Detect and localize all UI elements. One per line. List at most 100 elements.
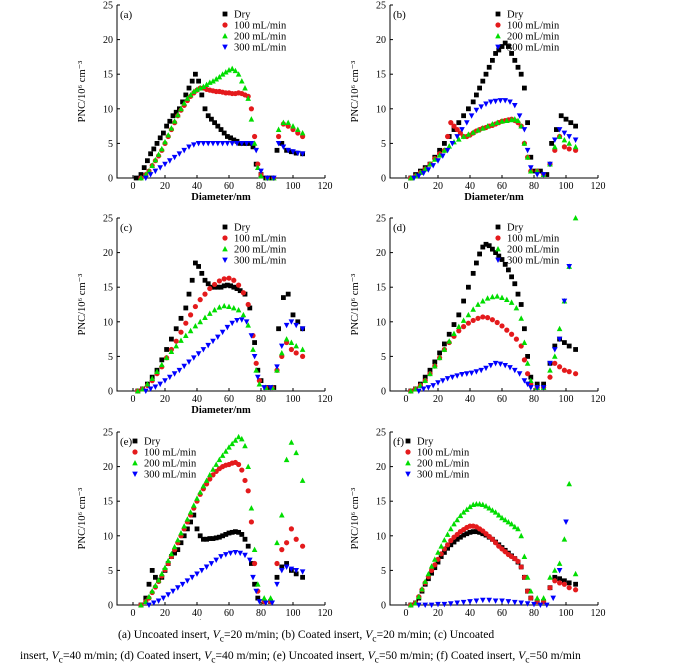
data-point	[513, 304, 520, 311]
data-point	[279, 564, 285, 570]
data-point	[480, 78, 486, 84]
data-point	[473, 598, 480, 604]
legend-entry: Dry	[234, 10, 251, 21]
data-point	[430, 163, 436, 169]
data-point	[284, 540, 290, 546]
data-point	[202, 277, 208, 283]
legend-marker	[405, 449, 411, 455]
data-point	[228, 135, 233, 141]
data-point	[240, 290, 246, 296]
data-point	[167, 158, 173, 164]
data-point	[448, 601, 454, 607]
data-point	[274, 574, 280, 580]
axes-frame	[389, 5, 598, 179]
data-point	[490, 57, 495, 63]
data-point	[486, 597, 492, 604]
legend-marker	[495, 22, 501, 28]
legend-entry: Dry	[234, 223, 251, 234]
data-point	[494, 119, 500, 126]
x-tick-label: 0	[404, 394, 409, 405]
data-point	[516, 371, 523, 377]
data-point	[212, 120, 217, 126]
data-point	[293, 150, 299, 156]
data-point	[217, 534, 222, 540]
data-point	[213, 535, 219, 541]
data-point	[518, 600, 524, 606]
data-point	[499, 514, 505, 521]
data-point	[202, 314, 208, 321]
data-point	[234, 318, 240, 324]
y-tick-label: 25	[103, 214, 113, 225]
data-point	[225, 134, 230, 139]
data-point	[573, 347, 578, 352]
data-point	[464, 120, 470, 126]
data-point	[232, 550, 239, 556]
data-point	[176, 367, 183, 374]
data-point	[518, 315, 524, 321]
data-point	[245, 95, 251, 101]
y-tick-label: 25	[103, 1, 113, 12]
data-point	[169, 336, 174, 342]
data-point	[215, 123, 221, 129]
y-tick-label: 15	[376, 70, 386, 81]
data-point	[143, 598, 149, 604]
data-point	[171, 154, 178, 161]
caption-segment: V	[51, 649, 59, 663]
x-tick-label: 0	[131, 181, 136, 192]
data-point	[427, 367, 433, 373]
y-axis-label: PNC/10⁶ cm⁻³	[350, 488, 361, 550]
legend-marker	[132, 438, 138, 444]
data-point	[496, 47, 502, 53]
data-point	[138, 172, 144, 177]
data-point	[561, 536, 568, 542]
data-point	[457, 512, 464, 519]
data-point	[218, 127, 224, 132]
data-point	[248, 116, 255, 122]
data-point	[255, 374, 261, 381]
data-point	[480, 501, 486, 508]
data-point	[261, 595, 267, 601]
data-point	[470, 270, 476, 276]
legend-entry: 100 mL/min	[417, 448, 470, 459]
x-tick-label: 120	[591, 608, 606, 619]
data-point	[547, 161, 553, 168]
x-tick-label: 60	[224, 608, 234, 619]
legend-marker	[222, 235, 228, 241]
data-point	[509, 331, 515, 337]
data-point	[476, 500, 483, 507]
data-point	[280, 144, 287, 150]
x-tick-label: 20	[433, 181, 443, 192]
caption-segment: c	[219, 633, 225, 645]
data-point	[449, 374, 456, 381]
data-point	[451, 123, 457, 129]
data-point	[420, 386, 427, 392]
data-point	[212, 281, 218, 288]
data-point	[504, 117, 510, 123]
data-point	[456, 136, 462, 142]
data-point	[133, 175, 139, 181]
data-point	[521, 127, 528, 133]
data-point	[442, 141, 447, 146]
data-point	[556, 336, 563, 343]
data-point	[191, 142, 197, 148]
data-point	[264, 175, 271, 181]
data-point	[432, 359, 438, 365]
data-point	[187, 327, 194, 334]
chart-panel-e: 0 20 40 60 80 100 120 0 5 10 15 20 25 Diameter/nm PNC/…	[77, 428, 333, 621]
data-point	[199, 92, 205, 98]
data-point	[470, 529, 476, 535]
data-point	[521, 140, 528, 146]
data-point	[226, 303, 232, 309]
data-point	[506, 267, 511, 273]
data-point	[512, 102, 518, 109]
data-point	[184, 95, 191, 101]
legend-marker	[405, 438, 411, 444]
x-tick-label: 80	[529, 608, 539, 619]
x-tick-label: 40	[465, 394, 475, 405]
data-point	[205, 113, 211, 119]
data-point	[299, 477, 306, 483]
data-point	[269, 600, 275, 606]
data-point	[435, 549, 441, 555]
data-point	[161, 130, 166, 136]
data-point	[176, 151, 183, 157]
